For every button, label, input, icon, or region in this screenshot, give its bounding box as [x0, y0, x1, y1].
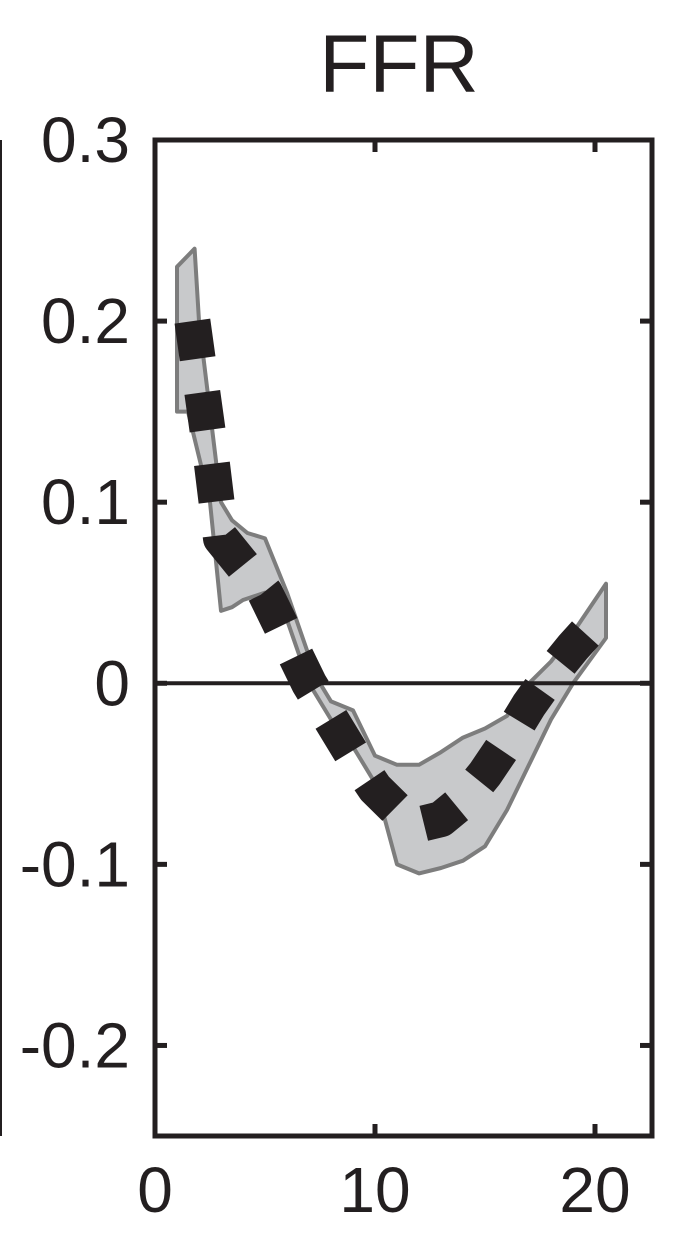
x-axis-ticks: 0 10 20 — [137, 140, 631, 1226]
chart-title: FFR — [319, 19, 478, 110]
plot-frame — [152, 137, 655, 1139]
y-tick-label: -0.2 — [20, 1009, 130, 1081]
data-point — [286, 637, 288, 639]
data-point — [352, 755, 354, 757]
series-lines — [174, 318, 620, 843]
axes — [0, 137, 655, 1139]
y-tick-label: -0.1 — [20, 828, 130, 900]
y-axis-ticks: 0.3 0.2 0.1 0 -0.1 -0.2 — [20, 104, 652, 1081]
x-tick-label: 20 — [559, 1154, 630, 1226]
y-tick-label: 0.1 — [41, 466, 130, 538]
y-tick-label: 0.2 — [41, 285, 130, 357]
y-tick-label: 0.3 — [41, 104, 130, 176]
series-line-0 — [174, 318, 620, 843]
y-tick-label: 0 — [94, 647, 130, 719]
x-tick-label: 0 — [137, 1154, 173, 1226]
x-tick-label: 10 — [339, 1154, 410, 1226]
